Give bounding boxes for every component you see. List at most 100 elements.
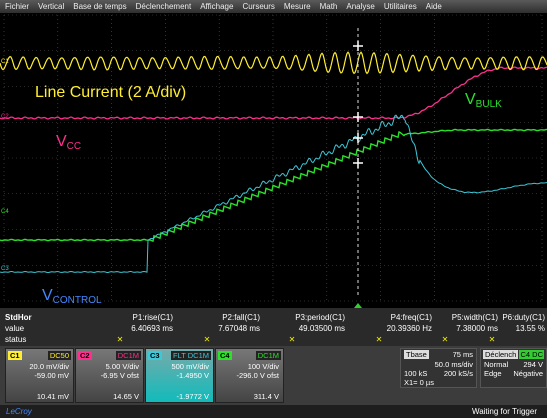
channel-coupling: FLT DC1M (171, 351, 211, 360)
channel-marker: C1 (1, 59, 9, 65)
status-icon: ✕ (288, 335, 296, 344)
menu-item[interactable]: Utilitaires (383, 2, 417, 11)
status-icon: ✕ (375, 335, 383, 344)
channel-box[interactable]: C4 DC1M 100 V/div -296.0 V ofst 311.4 V (215, 348, 284, 403)
channel-box[interactable]: C2 DC1M 5.00 V/div -6.95 V ofst 14.65 V (75, 348, 144, 403)
menu-item[interactable]: Fichier (5, 2, 30, 11)
timebase-scale: 50.0 ms/div (434, 360, 473, 369)
trigger-mode: Normal (484, 360, 509, 369)
timebase-box: Tbase 75 ms 50.0 ms/div 100 kS 200 kS/s … (400, 348, 477, 388)
wave-control (0, 114, 547, 274)
trigger-level: 294 V (523, 360, 543, 369)
meas-cell: P4:freq(C1) (390, 313, 432, 322)
timebase-title: Tbase (404, 350, 429, 359)
status-icon: ✕ (441, 335, 449, 344)
meas-cell: P6:duty(C1) (502, 313, 545, 322)
menu-item[interactable]: Vertical (38, 2, 65, 11)
wave-bulk (0, 66, 547, 120)
waveform-label: VBULK (465, 91, 502, 110)
channel-offset: -59.00 mV (34, 371, 69, 380)
meas-row: value 6.40693 ms 7.67048 ms 49.03500 ms 20.3… (0, 323, 547, 334)
channel-coupling: DC1M (255, 351, 281, 360)
status-text: Waiting for Trigger (471, 407, 537, 416)
menu-item[interactable]: Math (319, 2, 338, 11)
label-main: Line Current (2 A/div) (35, 84, 187, 101)
meas-cell: 7.38000 ms (456, 324, 498, 333)
channel-marker: C3 (1, 266, 9, 272)
channel-name: C1 (8, 351, 22, 360)
channel-offset: -1.4950 V (176, 371, 209, 380)
channel-scale: 100 V/div (247, 362, 279, 371)
meas-cell: 13.55 % (515, 324, 545, 333)
trigger-title: Déclench (483, 350, 519, 359)
waveforms (0, 51, 547, 274)
meas-cell: P5:width(C1) (451, 313, 498, 322)
channel-reading: 10.41 mV (36, 392, 69, 401)
cursor-marks (353, 41, 363, 168)
label-sub: CONTROL (52, 295, 102, 306)
menu-item[interactable]: Mesure (283, 2, 311, 11)
waveform-label: Line Current (2 A/div) (35, 84, 186, 102)
grid (3, 14, 543, 302)
scope-screen: C1 C2 C4 C3 (0, 13, 547, 308)
label-main: V (42, 287, 53, 304)
menu-item[interactable]: Affichage (200, 2, 234, 11)
trigger-type: Edge (484, 369, 502, 378)
meas-cell: 49.03500 ms (298, 324, 345, 333)
trigger-marker (354, 303, 362, 308)
channel-reading: -1.9772 V (176, 392, 209, 401)
meas-row: status ✕ ✕ ✕ ✕ ✕ ✕ (0, 334, 547, 345)
channel-offset: -6.95 V ofst (100, 371, 139, 380)
label-sub: BULK (475, 99, 502, 110)
status-icon: ✕ (488, 335, 496, 344)
cursor-readout: X1= 0 µs (404, 378, 434, 387)
channel-coupling: DC1M (115, 351, 141, 360)
trigger-slope: Négative (513, 369, 543, 378)
channel-name: C4 (218, 351, 232, 360)
menu-item[interactable]: Curseurs (242, 2, 275, 11)
channel-marker: C4 (1, 209, 9, 215)
channel-scale: 20.0 mV/div (29, 362, 69, 371)
waveform-label: VCC (56, 133, 81, 152)
menu-item[interactable]: Déclenchement (135, 2, 192, 11)
label-main: V (56, 133, 67, 150)
channel-reading: 311.4 V (253, 392, 279, 401)
wave-current (0, 51, 547, 75)
trigger-box: Déclench C4 DC 294 V Normal Edge Négativ… (480, 348, 547, 388)
screen-bg (0, 13, 547, 308)
label-main: V (465, 91, 476, 108)
timebase-delay: 75 ms (452, 350, 473, 359)
channel-coupling: DC50 (47, 351, 71, 360)
menu-item[interactable]: Base de temps (73, 2, 127, 11)
status-bar: LeCroy Waiting for Trigger (0, 405, 547, 418)
meas-cell: P2:fall(C1) (222, 313, 260, 322)
channel-box[interactable]: C3 FLT DC1M 500 mV/div -1.4950 V -1.9772 V (145, 348, 214, 403)
menu-item[interactable]: Aide (425, 2, 442, 11)
meas-cell: 20.39360 Hz (386, 324, 432, 333)
brand[interactable]: LeCroy (6, 407, 32, 416)
menu-item[interactable]: Analyse (346, 2, 375, 11)
wave-vcc (0, 128, 547, 242)
meas-cell: value (5, 324, 25, 333)
meas-cell: 7.67048 ms (218, 324, 260, 333)
meas-cell: StdHor (5, 313, 32, 322)
channel-scale: 5.00 V/div (105, 362, 139, 371)
timebase-rate: 200 kS/s (443, 369, 473, 378)
measurements: StdHor P1:rise(C1) P2:fall(C1) P3:period(C1… (0, 308, 547, 346)
channel-scale: 500 mV/div (171, 362, 209, 371)
channel-reading: 14.65 V (113, 392, 139, 401)
meas-cell: 6.40693 ms (131, 324, 173, 333)
channel-box[interactable]: C1 DC50 20.0 mV/div -59.00 mV 10.41 mV (5, 348, 74, 403)
meas-row: StdHor P1:rise(C1) P2:fall(C1) P3:period(C1… (0, 312, 547, 323)
meas-cell: status (5, 335, 27, 344)
menu-bar: Fichier Vertical Base de temps Déclenchemen… (0, 0, 547, 13)
timebase-samples: 100 kS (404, 369, 428, 378)
channel-offset: -296.0 V ofst (236, 371, 279, 380)
waveform-label: VCONTROL (42, 287, 102, 306)
channel-name: C3 (148, 351, 162, 360)
status-icon: ✕ (116, 335, 124, 344)
status-icon: ✕ (203, 335, 211, 344)
channel-marker: C2 (1, 114, 9, 120)
channel-name: C2 (78, 351, 92, 360)
